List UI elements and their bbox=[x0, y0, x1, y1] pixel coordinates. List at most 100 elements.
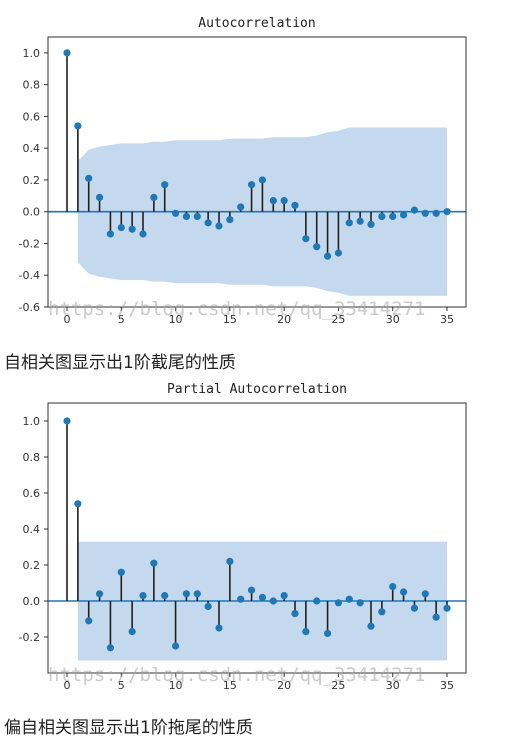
data-point bbox=[313, 597, 321, 605]
data-point bbox=[334, 249, 343, 257]
data-point bbox=[323, 629, 332, 637]
data-point bbox=[302, 235, 310, 243]
data-point bbox=[171, 209, 180, 217]
y-tick-label: 0.6 bbox=[23, 487, 41, 500]
data-point bbox=[215, 222, 223, 230]
data-point bbox=[85, 174, 93, 182]
acf-chart: 0 5 10 15 20 25 30 35 1.0 0.8 0.6 0.4 0.2 0.0 -0.2 -0.4… bbox=[19, 16, 467, 326]
x-tick-label: 25 bbox=[331, 313, 345, 326]
data-point bbox=[280, 592, 288, 600]
y-tick-label: 1.0 bbox=[23, 47, 41, 60]
y-tick-label: 0.6 bbox=[23, 110, 41, 123]
data-point bbox=[106, 644, 115, 652]
data-point bbox=[161, 181, 169, 189]
x-tick-label: 15 bbox=[223, 313, 237, 326]
data-point bbox=[399, 588, 408, 596]
y-tick-label: 0.8 bbox=[23, 79, 41, 92]
data-point bbox=[117, 223, 125, 232]
x-tick-label: 10 bbox=[169, 313, 183, 326]
data-point bbox=[182, 590, 191, 598]
data-point bbox=[150, 559, 158, 567]
x-tick-label: 35 bbox=[440, 313, 454, 326]
data-point bbox=[421, 590, 429, 598]
pacf-caption: 偏自相关图显示出1阶拖尾的性质 bbox=[4, 718, 253, 738]
data-point bbox=[258, 593, 267, 601]
data-point bbox=[226, 557, 234, 565]
data-point bbox=[410, 206, 419, 214]
data-point bbox=[237, 203, 245, 211]
data-point bbox=[367, 220, 375, 229]
data-point bbox=[193, 212, 201, 221]
data-point bbox=[237, 595, 245, 603]
y-tick-label: 0.2 bbox=[23, 559, 41, 572]
x-tick-label: 0 bbox=[64, 313, 71, 326]
data-point bbox=[150, 193, 158, 202]
data-point bbox=[204, 602, 212, 610]
x-tick-label: 30 bbox=[386, 679, 400, 692]
data-point bbox=[117, 568, 125, 576]
data-point bbox=[269, 597, 277, 605]
axes-frame bbox=[47, 36, 467, 308]
x-tick-label: 5 bbox=[118, 313, 125, 326]
data-point bbox=[139, 592, 147, 600]
data-point bbox=[345, 219, 353, 227]
data-point bbox=[63, 49, 71, 57]
acf-figure: 0 5 10 15 20 25 30 35 1.0 0.8 0.6 0.4 0.2 0.0 -0.2 -0.4… bbox=[0, 0, 526, 345]
data-point bbox=[323, 252, 332, 260]
data-point bbox=[128, 628, 136, 636]
y-tick-label: 0.4 bbox=[23, 523, 41, 536]
y-tick-label: 0.2 bbox=[23, 174, 41, 187]
data-point bbox=[356, 599, 364, 607]
acf-caption: 自相关图显示出1阶截尾的性质 bbox=[4, 353, 236, 373]
chart-title: Autocorrelation bbox=[198, 16, 315, 31]
data-point bbox=[171, 642, 180, 650]
y-tick-label: 0.8 bbox=[23, 451, 41, 464]
data-point bbox=[182, 212, 191, 221]
data-point bbox=[247, 181, 256, 189]
data-point bbox=[367, 622, 375, 630]
data-point bbox=[226, 216, 234, 224]
x-tick-label: 0 bbox=[64, 679, 71, 692]
data-point bbox=[443, 208, 451, 216]
data-point bbox=[95, 193, 104, 202]
data-point bbox=[280, 196, 288, 205]
x-tick-label: 10 bbox=[169, 679, 183, 692]
x-tick-label: 20 bbox=[277, 679, 291, 692]
data-point bbox=[443, 604, 451, 612]
y-tick-label: 0.4 bbox=[23, 142, 41, 155]
data-point bbox=[389, 583, 397, 591]
y-tick-label: 0.0 bbox=[23, 206, 41, 219]
x-tick-label: 5 bbox=[118, 679, 125, 692]
chart-title: Partial Autocorrelation bbox=[167, 382, 347, 397]
data-point bbox=[302, 628, 310, 636]
y-tick-label: 1.0 bbox=[23, 415, 41, 428]
data-point bbox=[106, 230, 115, 238]
data-point bbox=[128, 225, 136, 233]
data-point bbox=[378, 212, 386, 221]
data-point bbox=[95, 590, 104, 598]
data-point bbox=[378, 608, 386, 616]
x-tick-label: 15 bbox=[223, 679, 237, 692]
y-tick-label: 0.0 bbox=[23, 595, 41, 608]
x-tick-label: 35 bbox=[440, 679, 454, 692]
data-point bbox=[139, 230, 147, 238]
data-point bbox=[421, 209, 429, 217]
data-point bbox=[389, 212, 397, 221]
data-point bbox=[258, 176, 267, 184]
data-point bbox=[432, 613, 440, 621]
watermark: https://blog.csdn.net/qq_33414271 bbox=[48, 298, 426, 320]
data-point bbox=[399, 211, 408, 219]
data-point bbox=[161, 592, 169, 600]
data-point bbox=[291, 610, 299, 618]
data-point bbox=[291, 201, 299, 209]
data-point bbox=[74, 122, 82, 130]
data-point bbox=[345, 595, 353, 603]
x-tick-label: 20 bbox=[277, 313, 291, 326]
y-tick-label: -0.2 bbox=[19, 237, 40, 250]
x-tick-label: 25 bbox=[331, 679, 345, 692]
y-tick-label: -0.2 bbox=[19, 631, 40, 644]
data-point bbox=[204, 219, 212, 227]
data-point bbox=[334, 599, 343, 607]
data-point bbox=[215, 624, 223, 632]
watermark: https://blog.csdn.net/qq_33414271 bbox=[48, 664, 426, 686]
